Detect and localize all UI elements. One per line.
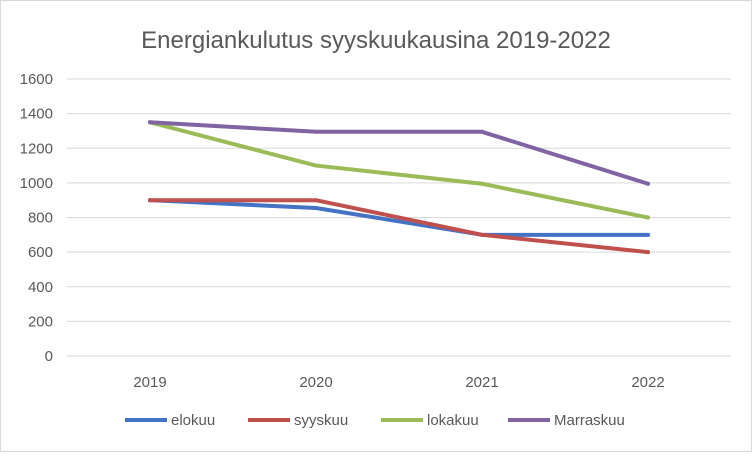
data-point: [646, 181, 650, 186]
data-point: [646, 215, 650, 220]
legend: elokuu syyskuu lokakuu Marraskuu: [125, 412, 625, 429]
x-axis-ticks: 2019 2020 2021 2022: [133, 374, 664, 391]
y-tick-label: 1600: [20, 71, 53, 88]
y-tick-label: 1000: [20, 175, 53, 192]
y-tick-label: 0: [45, 348, 53, 365]
series-lines: [148, 120, 650, 255]
y-axis-ticks: 0 200 400 600 800 1000 1200 1400 1600: [20, 71, 53, 365]
data-point: [646, 232, 650, 237]
data-point: [480, 181, 484, 186]
legend-label: lokakuu: [427, 412, 479, 429]
legend-label: elokuu: [171, 412, 215, 429]
y-tick-label: 400: [28, 279, 53, 296]
chart-title: Energiankulutus syyskuukausina 2019-2022: [141, 27, 611, 54]
x-tick-label: 2019: [133, 374, 166, 391]
x-tick-label: 2021: [465, 374, 498, 391]
data-point: [480, 129, 484, 134]
data-point: [314, 163, 318, 168]
y-tick-label: 200: [28, 313, 53, 330]
data-point: [646, 250, 650, 255]
legend-label: Marraskuu: [554, 412, 625, 429]
series-line-marraskuu: [148, 120, 650, 186]
data-point: [148, 198, 152, 203]
series-line-lokakuu: [148, 120, 650, 220]
data-point: [480, 232, 484, 237]
data-point: [314, 198, 318, 203]
y-tick-label: 800: [28, 210, 53, 227]
y-tick-label: 600: [28, 244, 53, 261]
data-point: [314, 129, 318, 134]
x-tick-label: 2022: [631, 374, 664, 391]
x-tick-label: 2020: [299, 374, 332, 391]
series-line-elokuu: [148, 198, 650, 237]
y-tick-label: 1400: [20, 106, 53, 123]
y-tick-label: 1200: [20, 140, 53, 157]
data-point: [314, 205, 318, 210]
data-point: [148, 120, 152, 125]
legend-label: syyskuu: [294, 412, 348, 429]
series-line-syyskuu: [148, 198, 650, 255]
